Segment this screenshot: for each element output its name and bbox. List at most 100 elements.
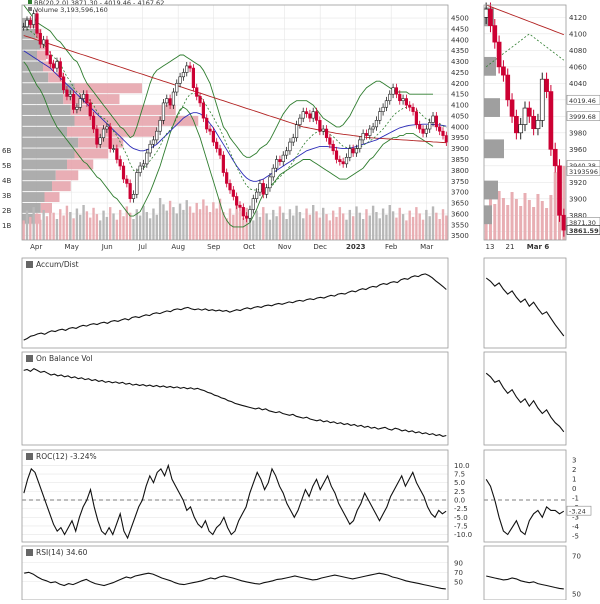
volume-bar — [158, 198, 162, 240]
volume-bar — [348, 209, 352, 240]
price-x-tick-label: Apr — [30, 243, 42, 251]
price-y-tick-label: 3850 — [451, 156, 469, 164]
volume-bar — [172, 207, 175, 240]
price-y-tick-label: 4400 — [451, 36, 469, 44]
volume-bar — [188, 206, 192, 240]
volume-bar — [59, 209, 62, 240]
rsi-y-tick-label: 50 — [454, 578, 463, 586]
bollinger-lower-line — [23, 61, 434, 228]
vbp-bar-up — [22, 105, 71, 115]
roc-y-tick-label: -5.0 — [454, 514, 468, 522]
volume-bar — [108, 207, 112, 240]
candle-body — [324, 128, 329, 139]
volume-bar — [421, 219, 425, 240]
volume-bar — [215, 208, 218, 240]
candle-body — [231, 189, 235, 197]
obv-label: On Balance Vol — [36, 354, 93, 363]
zoom-price-box — [566, 225, 600, 235]
volume-bar — [242, 217, 245, 240]
volume-bar — [238, 211, 242, 240]
zoom-y-tick-label: 3980 — [569, 129, 587, 137]
vbp-bar-down — [74, 115, 199, 126]
candle-body — [408, 104, 412, 108]
zoom-price-label: 4019.46 — [569, 97, 596, 105]
candle-body — [414, 111, 418, 125]
volume-bar — [315, 211, 318, 240]
roc-y-tick-label: -7.5 — [454, 522, 468, 530]
volume-bar — [312, 205, 315, 240]
zoom-candle-body — [522, 107, 528, 125]
zoom-y-tick-label: 3880 — [569, 212, 587, 220]
candle-body — [251, 198, 255, 210]
zoom-volume-bar — [510, 192, 514, 240]
volume-bar — [298, 212, 302, 240]
price-y-tick-label: 4100 — [451, 102, 469, 110]
candle-body — [248, 209, 252, 219]
candle-body — [374, 120, 379, 128]
volume-bar — [118, 209, 122, 240]
volume-axis-label: 5B — [2, 162, 11, 170]
price-x-tick-label: Jul — [137, 243, 147, 251]
roc-zoom-y-tick-label: 3 — [572, 457, 576, 465]
zoom-price-label: 3861.59 — [569, 227, 599, 235]
roc-zoom-y-tick-label: -4 — [572, 523, 580, 531]
candle-body — [28, 19, 32, 25]
obv-zoom-frame — [483, 351, 567, 446]
candle-body — [235, 196, 239, 206]
candle-body — [218, 148, 222, 156]
vbp-bar-down — [35, 28, 42, 39]
zoom-price-label: 3999.68 — [569, 113, 596, 121]
volume-bar — [35, 213, 39, 240]
candle-body — [444, 135, 448, 143]
candle-body — [288, 141, 292, 152]
roc-zoom-y-tick-label: -1 — [572, 495, 579, 503]
volume-bar — [39, 219, 42, 240]
candle-body — [275, 159, 279, 169]
candle-body — [168, 98, 172, 106]
candle-body — [354, 148, 359, 154]
zoom-x-tick-label: 13 — [486, 243, 495, 251]
legend-swatch-volume — [28, 7, 32, 11]
volume-bar — [302, 218, 305, 240]
volume-bar — [381, 208, 385, 240]
volume-bar — [168, 200, 172, 240]
volume-bar — [341, 213, 345, 240]
price-x-tick-label: Oct — [243, 243, 255, 251]
accum_dist-line — [23, 273, 447, 341]
rsi-zoom-y-tick-label: 70 — [572, 553, 581, 561]
candle-body — [205, 117, 209, 130]
volume-bar — [162, 204, 165, 240]
volume-bar — [435, 212, 438, 240]
candle-body — [404, 98, 408, 106]
roc-zoom-value-box — [566, 505, 592, 516]
volume-bar — [321, 207, 325, 240]
candle-body — [148, 143, 152, 154]
candle-body — [261, 183, 265, 195]
zoom-volume-bar — [549, 195, 553, 240]
volume-bar — [358, 212, 362, 240]
vbp-bar-up — [22, 115, 75, 126]
price-y-tick-label: 4200 — [451, 80, 469, 88]
volume-bar — [262, 207, 265, 240]
candle-body — [344, 157, 349, 165]
price-y-tick-label: 4150 — [451, 91, 469, 99]
candle-body — [351, 148, 355, 154]
candle-body — [85, 93, 89, 104]
volume-bar — [248, 214, 252, 240]
candle-body — [105, 126, 109, 130]
vbp-bar-up — [22, 28, 36, 39]
candle-body — [441, 130, 445, 136]
volume-bar — [431, 206, 435, 240]
candle-body — [125, 178, 129, 184]
zoom-volume-bar — [553, 172, 557, 240]
zoom-y-tick-label: 4040 — [569, 80, 587, 88]
candle-body — [301, 111, 305, 119]
zoom-volume-bar — [532, 207, 536, 240]
volume-bar — [305, 208, 308, 240]
candle-body — [314, 111, 319, 121]
volume-bar — [132, 219, 135, 240]
volume-bar — [441, 209, 445, 240]
candle-body — [271, 167, 275, 178]
volume-bar — [69, 212, 72, 240]
